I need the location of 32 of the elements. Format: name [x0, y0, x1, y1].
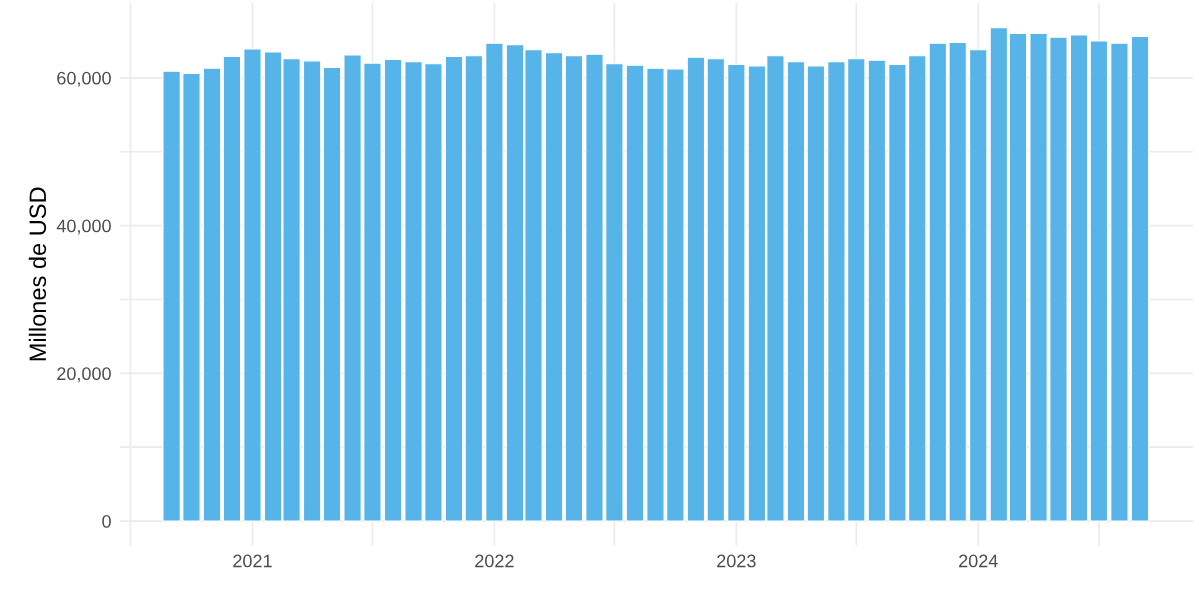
x-tick-label: 2021 — [233, 554, 272, 568]
x-tick-label: 2023 — [717, 554, 756, 568]
bar — [202, 67, 222, 522]
bar — [727, 64, 746, 522]
bar — [1069, 34, 1089, 522]
bar — [786, 61, 806, 522]
bar — [544, 52, 564, 522]
bar — [383, 58, 403, 522]
bar — [322, 66, 342, 522]
bar — [969, 49, 988, 522]
y-tick-label: 40,000 — [56, 219, 111, 235]
y-axis-title: Millones de USD — [28, 187, 47, 361]
bar — [485, 42, 504, 522]
bar — [444, 55, 464, 522]
y-tick-label: 20,000 — [57, 367, 111, 383]
bar — [806, 65, 826, 522]
bar — [686, 56, 706, 522]
x-tick-label: 2022 — [475, 554, 514, 568]
bar — [1130, 35, 1150, 522]
bar — [706, 58, 725, 522]
bar — [867, 59, 887, 522]
bar — [1089, 40, 1109, 522]
bar — [302, 60, 322, 522]
bar — [243, 48, 262, 522]
bar — [1110, 42, 1129, 522]
y-tick-label: 60,000 — [57, 71, 111, 87]
bar — [222, 55, 242, 522]
x-tick-label: 2024 — [959, 554, 998, 568]
bar — [464, 55, 484, 522]
bar — [564, 55, 584, 522]
y-tick-label: 0 — [102, 515, 111, 528]
bar — [625, 64, 645, 522]
